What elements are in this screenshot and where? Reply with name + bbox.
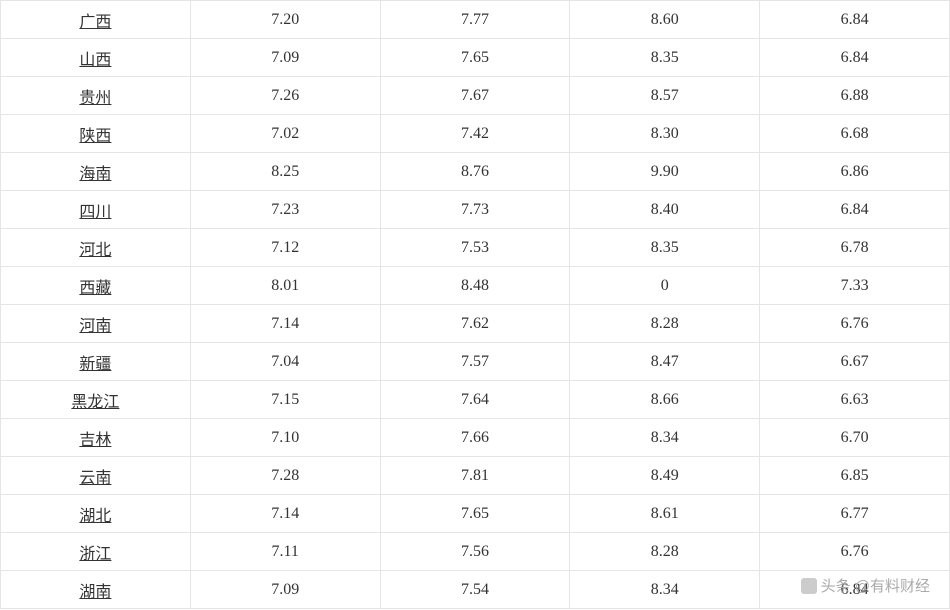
value-cell: 8.57 [570,77,760,115]
value-cell: 9.90 [570,153,760,191]
table-row: 四川7.237.738.406.84 [1,191,950,229]
value-cell: 7.15 [190,381,380,419]
table-row: 黑龙江7.157.648.666.63 [1,381,950,419]
province-cell[interactable]: 浙江 [1,533,191,571]
value-cell: 8.35 [570,39,760,77]
value-cell: 7.42 [380,115,570,153]
province-cell[interactable]: 陕西 [1,115,191,153]
table-row: 海南8.258.769.906.86 [1,153,950,191]
province-cell[interactable]: 新疆 [1,343,191,381]
value-cell: 8.01 [190,267,380,305]
table-row: 西藏8.018.4807.33 [1,267,950,305]
value-cell: 7.67 [380,77,570,115]
value-cell: 7.20 [190,1,380,39]
value-cell: 6.67 [760,343,950,381]
value-cell: 8.66 [570,381,760,419]
value-cell: 6.63 [760,381,950,419]
table-row: 河南7.147.628.286.76 [1,305,950,343]
province-cell[interactable]: 吉林 [1,419,191,457]
province-cell[interactable]: 四川 [1,191,191,229]
value-cell: 8.34 [570,571,760,609]
value-cell: 8.28 [570,305,760,343]
value-cell: 7.02 [190,115,380,153]
watermark: 头条 @有料财经 [801,575,930,596]
value-cell: 8.61 [570,495,760,533]
value-cell: 8.35 [570,229,760,267]
value-cell: 6.68 [760,115,950,153]
value-cell: 6.76 [760,533,950,571]
value-cell: 8.48 [380,267,570,305]
province-cell[interactable]: 河北 [1,229,191,267]
table-row: 河北7.127.538.356.78 [1,229,950,267]
value-cell: 8.49 [570,457,760,495]
value-cell: 7.62 [380,305,570,343]
price-table: 广西7.207.778.606.84山西7.097.658.356.84贵州7.… [0,0,950,609]
watermark-icon [801,578,817,594]
table-row: 陕西7.027.428.306.68 [1,115,950,153]
value-cell: 7.10 [190,419,380,457]
value-cell: 6.88 [760,77,950,115]
value-cell: 8.76 [380,153,570,191]
province-cell[interactable]: 湖南 [1,571,191,609]
value-cell: 7.77 [380,1,570,39]
table-row: 湖北7.147.658.616.77 [1,495,950,533]
value-cell: 7.33 [760,267,950,305]
value-cell: 8.60 [570,1,760,39]
table-row: 新疆7.047.578.476.67 [1,343,950,381]
table-row: 云南7.287.818.496.85 [1,457,950,495]
value-cell: 7.12 [190,229,380,267]
value-cell: 7.26 [190,77,380,115]
value-cell: 7.09 [190,571,380,609]
province-cell[interactable]: 云南 [1,457,191,495]
value-cell: 7.57 [380,343,570,381]
value-cell: 7.73 [380,191,570,229]
value-cell: 7.56 [380,533,570,571]
value-cell: 8.28 [570,533,760,571]
value-cell: 7.23 [190,191,380,229]
province-cell[interactable]: 海南 [1,153,191,191]
value-cell: 6.84 [760,191,950,229]
value-cell: 8.34 [570,419,760,457]
value-cell: 8.47 [570,343,760,381]
value-cell: 7.54 [380,571,570,609]
value-cell: 8.25 [190,153,380,191]
value-cell: 7.65 [380,495,570,533]
table-row: 浙江7.117.568.286.76 [1,533,950,571]
table-row: 贵州7.267.678.576.88 [1,77,950,115]
value-cell: 6.86 [760,153,950,191]
value-cell: 6.85 [760,457,950,495]
value-cell: 7.09 [190,39,380,77]
value-cell: 7.14 [190,305,380,343]
value-cell: 7.65 [380,39,570,77]
value-cell: 7.53 [380,229,570,267]
value-cell: 6.84 [760,1,950,39]
value-cell: 7.11 [190,533,380,571]
value-cell: 6.70 [760,419,950,457]
province-cell[interactable]: 湖北 [1,495,191,533]
value-cell: 7.04 [190,343,380,381]
value-cell: 6.77 [760,495,950,533]
value-cell: 7.14 [190,495,380,533]
value-cell: 7.64 [380,381,570,419]
province-cell[interactable]: 贵州 [1,77,191,115]
table-row: 山西7.097.658.356.84 [1,39,950,77]
value-cell: 0 [570,267,760,305]
value-cell: 6.76 [760,305,950,343]
watermark-text: 头条 @有料财经 [821,575,930,596]
value-cell: 8.40 [570,191,760,229]
value-cell: 6.78 [760,229,950,267]
value-cell: 7.81 [380,457,570,495]
value-cell: 6.84 [760,39,950,77]
province-cell[interactable]: 山西 [1,39,191,77]
province-cell[interactable]: 河南 [1,305,191,343]
value-cell: 7.28 [190,457,380,495]
province-cell[interactable]: 西藏 [1,267,191,305]
value-cell: 8.30 [570,115,760,153]
value-cell: 7.66 [380,419,570,457]
table-row: 吉林7.107.668.346.70 [1,419,950,457]
province-cell[interactable]: 黑龙江 [1,381,191,419]
table-row: 广西7.207.778.606.84 [1,1,950,39]
province-cell[interactable]: 广西 [1,1,191,39]
